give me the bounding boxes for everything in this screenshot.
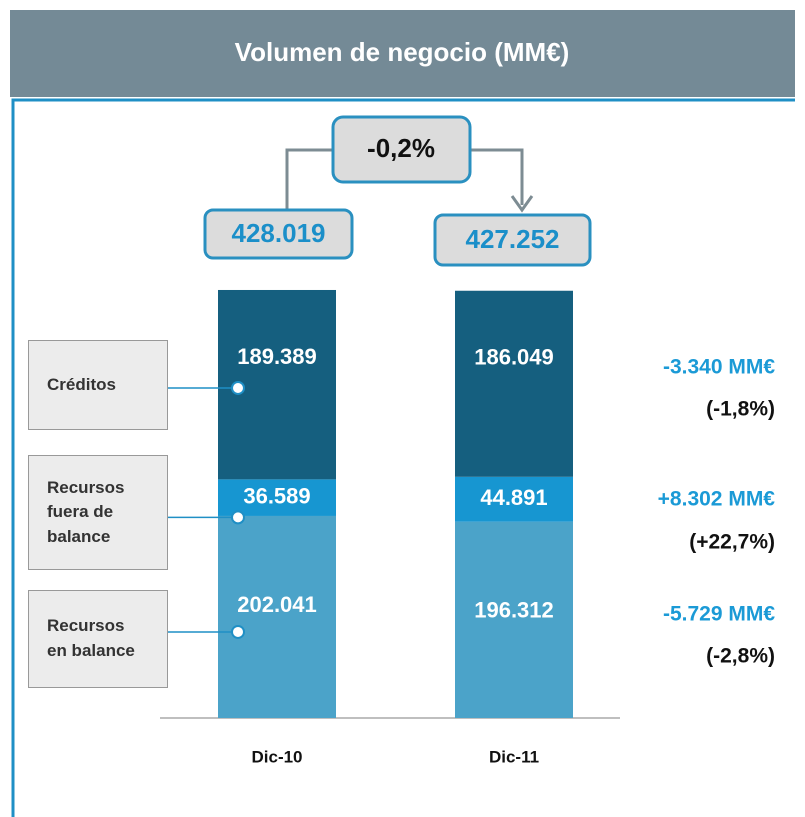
x-tick-label: Dic-10 xyxy=(251,747,302,766)
total-label: 427.252 xyxy=(466,224,560,254)
bar-segment xyxy=(218,479,336,516)
bar-segment xyxy=(218,515,336,718)
connector-dot xyxy=(231,380,245,395)
change-pct: (-1,8%) xyxy=(706,398,775,421)
connector-dot xyxy=(231,624,245,639)
value-label: 189.389 xyxy=(237,344,317,369)
connector xyxy=(285,148,524,210)
total-change: -0,2% xyxy=(367,133,435,163)
total-box xyxy=(433,213,592,267)
bar-segment xyxy=(455,476,573,522)
value-label: 36.589 xyxy=(243,483,310,508)
header-bar xyxy=(10,10,795,97)
total-label: 428.019 xyxy=(232,218,326,248)
bar-segment xyxy=(455,290,573,477)
panel-border xyxy=(11,98,795,817)
total-box xyxy=(203,208,354,260)
change-label: -3.340 MM€ xyxy=(663,356,775,379)
legend-label: Recursos en balance xyxy=(28,590,168,688)
change-pct: (-2,8%) xyxy=(706,645,775,668)
change-box xyxy=(331,115,472,184)
bar-segment xyxy=(455,521,573,718)
change-pct: (+22,7%) xyxy=(689,531,775,554)
value-label: 44.891 xyxy=(480,485,547,510)
value-label: 196.312 xyxy=(474,598,554,623)
value-label: 186.049 xyxy=(474,345,554,370)
x-tick-label: Dic-11 xyxy=(489,747,539,766)
change-label: +8.302 MM€ xyxy=(658,488,776,511)
connector-dot xyxy=(231,510,245,525)
change-label: -5.729 MM€ xyxy=(663,603,775,626)
legend-label: Recursos fuera de balance xyxy=(28,455,168,570)
legend-label: Créditos xyxy=(28,340,168,430)
chart-title: Volumen de negocio (MM€) xyxy=(235,37,570,67)
value-label: 202.041 xyxy=(237,592,317,617)
arrow-head xyxy=(510,195,534,213)
